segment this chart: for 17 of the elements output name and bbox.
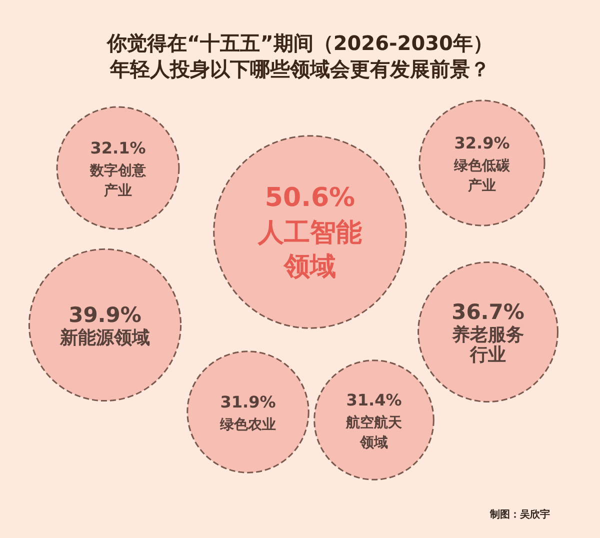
data-label: 32.1% — [90, 138, 146, 158]
data-label: 31.4% — [346, 390, 402, 410]
category-label: 新能源领域 — [59, 328, 150, 348]
category-label: 人工智能领域 — [257, 218, 362, 282]
text: 你觉得在“十五五”期间（2026-2030年） — [106, 31, 493, 55]
data-label: 32.9% — [454, 134, 510, 152]
category-label: 养老服务行业 — [451, 324, 524, 366]
category-label: 绿色农业 — [219, 417, 276, 433]
text: 制图：吴欣宇 — [489, 508, 550, 520]
text: 年轻人投身以下哪些领域会更有发展前景？ — [109, 57, 490, 81]
data-label: 31.9% — [220, 392, 276, 412]
data-label: 50.6% — [264, 183, 356, 213]
category-label: 数字创意产业 — [89, 162, 147, 199]
category-label: 绿色低碳产业 — [453, 158, 511, 194]
data-label: 36.7% — [452, 300, 524, 324]
category-label: 航空航天领域 — [345, 414, 403, 451]
data-label: 39.9% — [68, 303, 142, 327]
